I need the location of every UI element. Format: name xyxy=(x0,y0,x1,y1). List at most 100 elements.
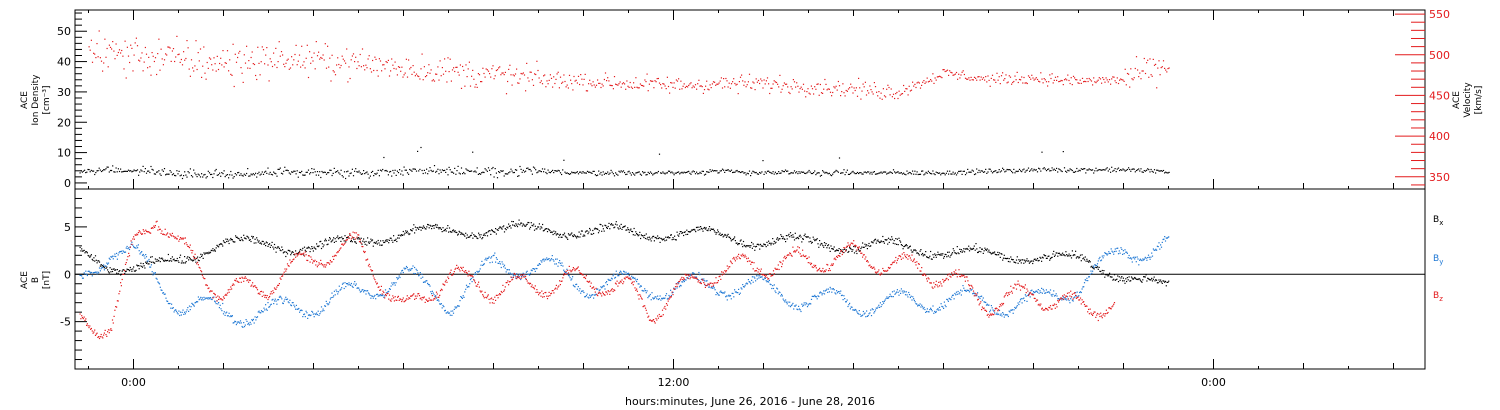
field-point-by xyxy=(124,251,127,253)
field-point-bx xyxy=(686,229,688,231)
field-point-by xyxy=(300,309,302,311)
field-point-by xyxy=(514,274,516,277)
field-point-by xyxy=(443,306,445,308)
velocity-point xyxy=(341,55,343,57)
field-point-by xyxy=(166,300,168,302)
field-point-bx xyxy=(538,223,540,225)
field-point-by xyxy=(1152,248,1154,250)
field-point-bx xyxy=(219,243,221,245)
field-point-by xyxy=(614,276,617,278)
field-point-by xyxy=(704,280,706,282)
velocity-point xyxy=(1050,77,1052,80)
velocity-point xyxy=(162,64,164,66)
field-point-bx xyxy=(390,237,392,239)
field-point-by xyxy=(1130,258,1133,260)
field-point-by xyxy=(1098,258,1100,260)
velocity-point xyxy=(607,77,609,79)
field-point-by xyxy=(561,262,563,264)
field-point-by xyxy=(842,299,844,301)
field-point-bx xyxy=(226,240,228,243)
field-point-by xyxy=(229,316,231,318)
field-point-bx xyxy=(771,242,773,244)
field-point-by xyxy=(872,309,874,311)
field-point-by xyxy=(133,246,135,248)
velocity-point xyxy=(117,51,119,54)
field-point-bx xyxy=(985,249,988,251)
field-point-bx xyxy=(1126,280,1128,283)
field-point-by xyxy=(272,298,274,300)
velocity-point xyxy=(1087,80,1089,83)
field-point-by xyxy=(603,285,605,287)
density-point xyxy=(169,170,171,172)
velocity-point xyxy=(558,87,560,89)
field-point-by xyxy=(1045,292,1047,294)
velocity-point xyxy=(586,90,589,92)
velocity-point xyxy=(664,85,666,87)
field-point-bx xyxy=(312,247,314,250)
density-point xyxy=(102,170,104,172)
field-point-by xyxy=(120,250,122,252)
velocity-point xyxy=(428,64,430,66)
field-point-by xyxy=(264,309,266,311)
density-point xyxy=(757,173,760,175)
density-point xyxy=(783,171,785,173)
field-point-bx xyxy=(457,233,459,235)
field-point-bx xyxy=(298,251,300,254)
field-point-bx xyxy=(916,252,918,254)
field-point-bx xyxy=(621,228,623,230)
field-point-by xyxy=(171,303,173,305)
field-point-by xyxy=(646,290,648,292)
field-point-bx xyxy=(1050,257,1052,259)
field-point-by xyxy=(610,279,612,282)
field-point-bx xyxy=(469,235,472,237)
density-point xyxy=(1107,170,1109,172)
field-point-by xyxy=(628,275,630,277)
density-point xyxy=(399,169,401,171)
field-point-by xyxy=(839,292,841,294)
velocity-point xyxy=(446,81,448,83)
field-point-by xyxy=(495,257,497,259)
density-point xyxy=(410,169,412,171)
density-point xyxy=(1057,171,1059,173)
field-point-by xyxy=(879,302,881,304)
field-point-bx xyxy=(994,251,996,253)
field-point-bx xyxy=(263,243,265,245)
field-point-bx xyxy=(273,243,276,246)
field-point-bx xyxy=(118,270,120,273)
field-point-bx xyxy=(279,249,281,251)
density-point xyxy=(780,172,782,174)
density-point xyxy=(147,170,149,172)
field-point-by xyxy=(576,288,578,290)
field-point-by xyxy=(700,278,702,281)
velocity-point xyxy=(949,70,951,72)
field-point-bz xyxy=(232,283,234,285)
field-point-bx xyxy=(835,250,837,252)
density-point xyxy=(203,174,205,176)
velocity-point xyxy=(422,79,424,81)
field-point-bz xyxy=(106,335,108,337)
field-point-by xyxy=(1079,291,1082,293)
density-point xyxy=(360,173,362,175)
field-point-bx xyxy=(190,259,192,261)
velocity-point xyxy=(579,83,581,86)
density-point xyxy=(96,170,98,172)
field-point-by xyxy=(662,297,664,299)
field-point-bz xyxy=(124,263,127,265)
field-point-by xyxy=(874,309,877,311)
density-point xyxy=(851,171,853,173)
field-point-bx xyxy=(525,225,527,227)
field-point-bx xyxy=(123,269,125,271)
velocity-point xyxy=(1062,84,1064,86)
field-point-by xyxy=(108,257,110,259)
field-point-bz xyxy=(148,231,150,233)
field-point-bx xyxy=(707,230,709,232)
field-point-by xyxy=(444,310,446,312)
density-point xyxy=(1072,171,1075,173)
field-point-by xyxy=(894,293,896,295)
field-point-by xyxy=(874,311,876,313)
field-point-bx xyxy=(966,247,968,250)
velocity-point xyxy=(1051,73,1053,75)
field-point-bx xyxy=(339,237,341,239)
density-point xyxy=(230,170,232,173)
field-point-bx xyxy=(322,246,324,248)
